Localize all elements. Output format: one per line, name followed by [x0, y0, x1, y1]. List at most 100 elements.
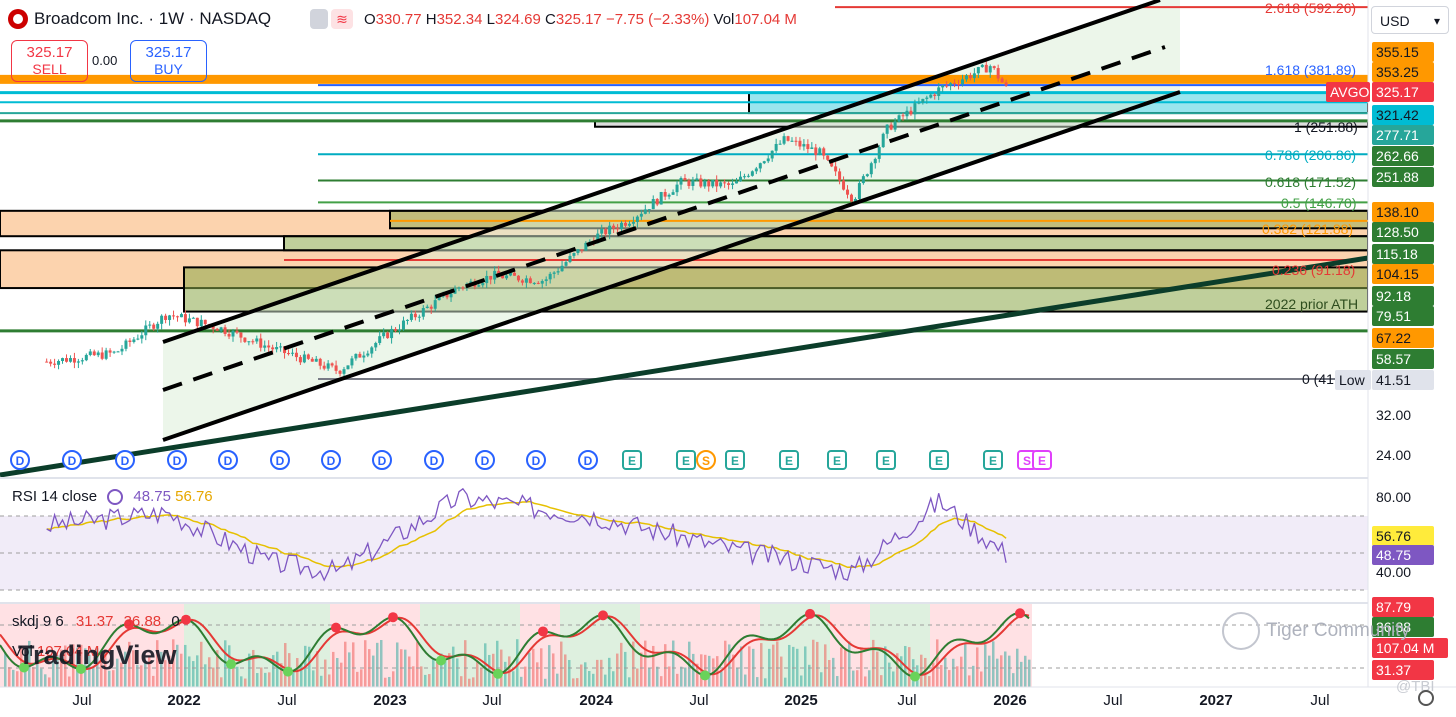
volume-bar — [792, 646, 795, 687]
dividend-marker[interactable]: D — [578, 450, 598, 470]
volume-bar — [832, 657, 835, 687]
skdj-trough-dot — [910, 671, 920, 682]
candle-body — [263, 345, 267, 348]
volume-bar — [892, 671, 895, 687]
time-axis-label: 2023 — [373, 692, 407, 709]
dividend-marker[interactable]: D — [62, 450, 82, 470]
dividend-marker[interactable]: D — [218, 450, 238, 470]
volume-bar — [608, 657, 611, 687]
candle-body — [651, 199, 655, 210]
volume-bar — [1020, 661, 1023, 687]
candle-body — [437, 296, 441, 301]
volume-bar — [320, 675, 323, 687]
settings-gear-icon[interactable] — [1418, 690, 1434, 706]
volume-bar — [820, 672, 823, 687]
volume-bar — [652, 645, 655, 687]
earnings-marker[interactable]: E — [622, 450, 642, 470]
skdj-k-line — [0, 612, 1030, 678]
candle-body — [64, 358, 68, 362]
candle-body — [211, 325, 215, 329]
compare-icon[interactable]: ≋ — [331, 9, 353, 29]
split-marker[interactable]: S — [696, 450, 716, 470]
candle-body — [631, 221, 635, 224]
skdj-trough-dot — [493, 668, 503, 679]
candle-body — [786, 136, 790, 141]
candle-body — [723, 182, 727, 184]
volume-bar — [612, 671, 615, 687]
volume-bar — [980, 671, 983, 687]
candle-body — [663, 191, 667, 197]
candle-body — [195, 317, 199, 327]
earnings-marker[interactable]: E — [725, 450, 745, 470]
candle-body — [846, 189, 850, 195]
candle-body — [409, 313, 413, 320]
dividend-marker[interactable]: D — [115, 450, 135, 470]
dividend-marker[interactable]: D — [167, 450, 187, 470]
volume-bar — [476, 660, 479, 687]
volume-bar — [972, 665, 975, 687]
volume-bar — [120, 662, 123, 687]
dividend-marker[interactable]: D — [10, 450, 30, 470]
candle-body — [810, 147, 814, 150]
candle-body — [627, 223, 631, 226]
volume-bar — [672, 640, 675, 687]
earnings-marker[interactable]: E — [676, 450, 696, 470]
volume-bar — [176, 644, 179, 687]
time-axis-label: Jul — [897, 692, 917, 709]
candle-body — [580, 249, 584, 251]
symbol-header[interactable]: Broadcom Inc. · 1W · NASDAQ — [8, 6, 271, 32]
dividend-marker[interactable]: D — [372, 450, 392, 470]
dividend-marker[interactable]: D — [270, 450, 290, 470]
channel-upper — [162, 0, 1161, 344]
earnings-marker[interactable]: E — [827, 450, 847, 470]
volume-bar — [292, 672, 295, 687]
candle-body — [925, 97, 929, 99]
dividend-marker[interactable]: D — [321, 450, 341, 470]
candle-body — [957, 84, 961, 86]
dividend-marker[interactable]: D — [424, 450, 444, 470]
rsi-value-tag: 48.75 — [1372, 545, 1434, 565]
volume-bar — [572, 678, 575, 687]
skdj-tag: 31.37 — [1372, 660, 1434, 680]
volume-bar — [944, 657, 947, 687]
volume-bar — [44, 674, 47, 687]
currency-select[interactable]: USD — [1371, 6, 1449, 35]
candle-body — [802, 144, 806, 147]
time-axis-label: Jul — [1103, 692, 1123, 709]
rsi-axis-tick: 80.00 — [1376, 489, 1412, 505]
earnings-marker[interactable]: E — [876, 450, 896, 470]
candle-body — [616, 228, 620, 230]
volume-bar — [336, 658, 339, 687]
candle-body — [909, 110, 913, 115]
earnings-marker[interactable]: E — [983, 450, 1003, 470]
time-axis-label: Jul — [1310, 692, 1330, 709]
volume-bar — [568, 660, 571, 687]
candle-body — [941, 85, 945, 88]
volume-bar — [780, 656, 783, 687]
volume-bar — [460, 676, 463, 687]
candle-body — [572, 253, 576, 256]
volume-bar — [796, 648, 799, 687]
candle-body — [509, 272, 513, 276]
chart-style-icon[interactable] — [310, 9, 328, 29]
refresh-icon[interactable] — [107, 489, 124, 506]
dividend-marker[interactable]: D — [475, 450, 495, 470]
earnings-marker[interactable]: E — [779, 450, 799, 470]
candle-body — [556, 271, 560, 273]
candle-body — [239, 332, 243, 338]
volume-bar — [692, 653, 695, 687]
buy-button[interactable]: 325.17 BUY — [130, 40, 207, 82]
dividend-marker[interactable]: D — [526, 450, 546, 470]
candle-body — [223, 327, 227, 334]
sell-button[interactable]: 325.17 SELL — [11, 40, 88, 82]
volume-tag: 107.04 M — [1372, 638, 1448, 658]
candle-body — [417, 316, 421, 318]
volume-bar — [48, 677, 51, 687]
volume-bar — [536, 662, 539, 687]
candle-body — [968, 75, 972, 79]
volume-bar — [852, 670, 855, 687]
earnings-marker[interactable]: E — [929, 450, 949, 470]
earnings-marker[interactable]: E — [1032, 450, 1052, 470]
price-pane — [0, 0, 1368, 478]
